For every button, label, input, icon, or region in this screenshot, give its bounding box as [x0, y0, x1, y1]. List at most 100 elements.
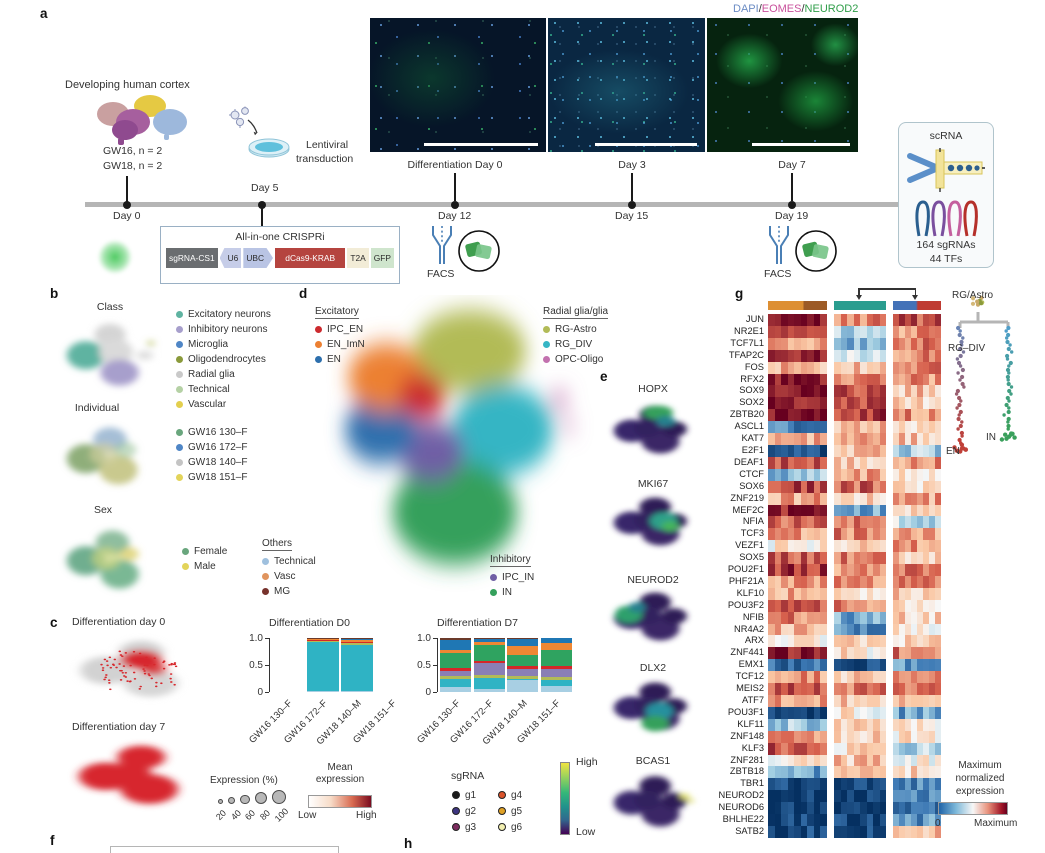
gw16-label: GW16, n = 2 [103, 145, 163, 157]
heatmap-cell [893, 397, 899, 410]
heatmap-cell [787, 587, 795, 600]
heatmap-cell [781, 575, 788, 588]
heatmap-cell [929, 504, 935, 517]
heatmap-cell [853, 587, 860, 600]
heatmap-cell [917, 540, 923, 553]
heatmap-cell [905, 433, 911, 445]
facs-label-1: FACS [427, 268, 455, 280]
heatmap-cell [929, 599, 935, 612]
heatmap-cell [899, 564, 905, 576]
heatmap-cell [929, 742, 935, 755]
feature-map-bcas1 [613, 776, 695, 827]
heatmap-cell [873, 778, 880, 791]
heatmap-cell [847, 314, 854, 326]
heatmap-cell [774, 671, 782, 684]
heatmap-cell [935, 718, 941, 731]
panel-d-label: d [299, 286, 308, 301]
legend-dot [176, 474, 183, 481]
heatmap-cell [893, 444, 899, 457]
heatmap-cell [905, 444, 911, 457]
crispri-segment: sgRNA-CS1 [166, 248, 218, 268]
heatmap-cell [879, 611, 886, 624]
heatmap-cell [820, 456, 827, 469]
heatmap-cell [911, 552, 917, 565]
mean-expression-title-1: Mean [327, 762, 353, 773]
heatmap-cell [899, 373, 905, 386]
bar-segment [507, 665, 539, 670]
heatmap-cell [813, 730, 821, 743]
legend-label: Vascular [188, 399, 227, 410]
chart-d0-title: Differentiation D0 [269, 617, 350, 629]
legend-item: RG_DIV [543, 337, 608, 352]
heatmap-cell [905, 802, 911, 815]
lentivirus-icon [229, 106, 258, 136]
heatmap-cell [929, 444, 935, 457]
heatmap [768, 314, 941, 838]
heatmap-annotation-3 [893, 301, 941, 310]
bar-segment [507, 680, 539, 692]
gene-label: VEZF1 [735, 540, 764, 551]
heatmap-cell [873, 766, 880, 779]
heatmap-cell [879, 444, 886, 457]
heatmap-cell [935, 409, 941, 422]
day5-label: Day 5 [251, 182, 279, 194]
heatmap-cell [834, 552, 841, 565]
heatmap-cell [853, 814, 860, 826]
heatmap-cell [923, 325, 929, 338]
heatmap-cell [768, 730, 775, 743]
legend-dot [543, 341, 550, 348]
heatmap-cell [905, 825, 911, 838]
crispri-segment: U6 [219, 248, 242, 268]
heatmap-cell [911, 754, 917, 767]
legend-dot [262, 588, 269, 595]
heatmap-cell [860, 695, 867, 707]
heatmap-cell [893, 385, 899, 398]
bar-segment [341, 638, 374, 639]
heatmap-cell [813, 504, 821, 517]
heatmap-cell [787, 361, 795, 374]
heatmap-cell [866, 814, 873, 826]
heatmap-cell [929, 397, 935, 410]
heatmap-cell [834, 409, 841, 422]
heatmap-cell [929, 468, 935, 481]
stacked-bar [306, 638, 339, 692]
bar-segment [341, 638, 374, 640]
heatmap-cell [768, 361, 775, 374]
excitatory-legend-block: Excitatory IPC_EN EN_ImN EN [315, 301, 365, 367]
scale-bar [423, 143, 538, 146]
chart-d0-plot [269, 638, 408, 692]
heatmap-cell [781, 825, 788, 838]
legend-label: GW16 130–F [188, 427, 248, 438]
heatmap-cell [873, 754, 880, 767]
heatmap-cell [866, 706, 873, 719]
heatmap-cell [768, 456, 775, 469]
heatmap-cell [787, 742, 795, 755]
stacked-bar [440, 638, 471, 692]
heatmap-cell [911, 575, 917, 588]
gene-label: TCF3 [740, 528, 764, 539]
heatmap-cell [935, 361, 941, 374]
day12-label: Day 12 [438, 210, 472, 222]
feature-map-neurod2 [613, 592, 687, 641]
heatmap-cell [879, 671, 886, 684]
heatmap-cell [935, 444, 941, 457]
heatmap-cell [847, 778, 854, 791]
bar-segment [341, 645, 374, 691]
heatmap-cell [834, 635, 841, 648]
heatmap-cell [794, 623, 801, 636]
legend-item: IPC_IN [490, 570, 534, 585]
heatmap-cell [866, 373, 873, 386]
heatmap-cell [820, 480, 827, 493]
heatmap-cell [847, 564, 854, 576]
heatmap-cell [911, 802, 917, 815]
gene-label: NR2E1 [734, 325, 764, 336]
heatmap-cell [917, 623, 923, 636]
heatmap-cell [866, 516, 873, 529]
heatmap-cell [923, 361, 929, 374]
heatmap-cell [774, 444, 782, 457]
heatmap-cell [935, 766, 941, 779]
heatmap-cell [774, 516, 782, 529]
heatmap-cell [840, 492, 847, 505]
legend-dot [176, 401, 183, 408]
legend-item: EN_ImN [315, 337, 365, 352]
